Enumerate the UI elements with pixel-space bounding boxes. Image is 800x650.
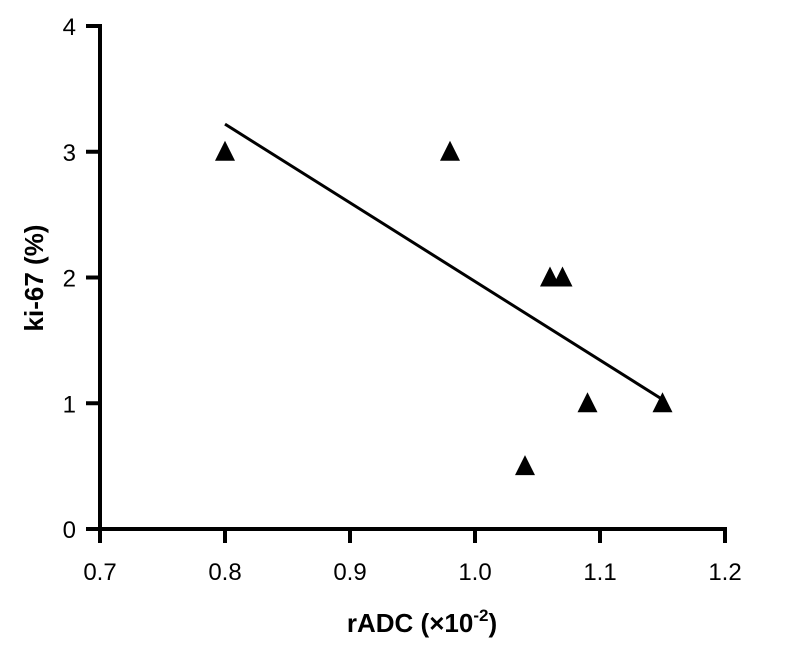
x-tick-label: 0.7: [83, 559, 116, 586]
x-tick-label: 0.8: [208, 559, 241, 586]
x-tick-label: 0.9: [333, 559, 366, 586]
y-axis-title: ki-67 (%): [19, 225, 49, 332]
y-ticks: 0 1 2 3 4: [63, 14, 100, 544]
axes: [98, 24, 727, 531]
x-axis-title-superscript: -2: [473, 606, 488, 625]
data-point-triangle: [552, 266, 573, 287]
x-tick-label: 1.0: [458, 559, 491, 586]
x-tick-label: 1.1: [583, 559, 616, 586]
data-point-triangle: [440, 140, 460, 161]
x-axis-title: rADC (×10-2): [347, 606, 497, 638]
x-axis-title-close: ): [488, 608, 497, 638]
y-tick-label: 4: [63, 14, 76, 41]
data-point-triangle: [652, 392, 673, 413]
data-point-triangle: [577, 392, 598, 413]
trend-line: [224, 122, 664, 401]
x-ticks: 0.7 0.8 0.9 1.0 1.1 1.2: [83, 529, 742, 586]
data-point-triangle: [515, 455, 535, 476]
y-tick-label: 0: [63, 517, 76, 544]
y-tick-label: 2: [63, 266, 76, 293]
x-tick-label: 1.2: [708, 559, 741, 586]
y-tick-label: 1: [63, 391, 76, 418]
data-points: [215, 140, 673, 476]
y-tick-label: 3: [63, 140, 76, 167]
trend-line-group: [224, 122, 664, 401]
data-point-triangle: [215, 140, 235, 161]
